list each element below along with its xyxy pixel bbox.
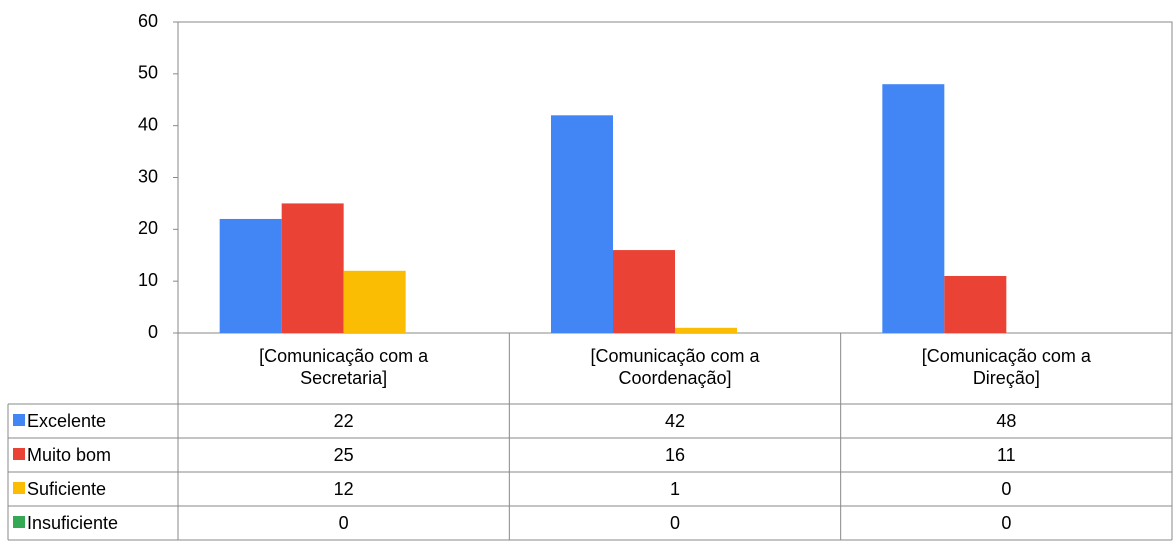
table-value: 16 [665, 445, 685, 465]
legend-swatch [13, 482, 25, 494]
table-value: 42 [665, 411, 685, 431]
y-tick-label: 50 [138, 63, 158, 83]
table-value: 22 [334, 411, 354, 431]
bar [551, 115, 613, 333]
y-tick-label: 30 [138, 166, 158, 186]
legend-label: Excelente [27, 411, 106, 431]
table-value: 48 [996, 411, 1016, 431]
x-tick-label: [Comunicação com a Secretaria] [259, 346, 429, 388]
legend-label: Insuficiente [27, 513, 118, 533]
legend-label: Muito bom [27, 445, 111, 465]
bar [882, 84, 945, 333]
table-value: 11 [997, 445, 1016, 465]
y-tick-label: 0 [148, 322, 158, 342]
y-tick-label: 20 [138, 218, 158, 238]
table-value: 0 [1001, 479, 1011, 499]
table-value: 0 [1001, 513, 1011, 533]
legend-swatch [13, 516, 25, 528]
table-value: 1 [670, 479, 680, 499]
legend-swatch [13, 414, 25, 426]
bar [219, 218, 282, 333]
table-value: 0 [339, 513, 349, 533]
bar [613, 250, 675, 333]
bar [675, 327, 737, 333]
legend-label: Suficiente [27, 479, 106, 499]
y-tick-label: 40 [138, 114, 158, 134]
table-value: 0 [670, 513, 680, 533]
y-tick-label: 60 [138, 11, 158, 31]
bar [343, 270, 406, 333]
table-value: 25 [334, 445, 354, 465]
table-value: 12 [334, 479, 354, 499]
y-tick-label: 10 [138, 270, 158, 290]
legend-swatch [13, 448, 25, 460]
bar [281, 203, 344, 333]
x-tick-label: [Comunicação com a Direção] [921, 346, 1091, 388]
x-tick-label: [Comunicação com a Coordenação] [590, 346, 760, 388]
bar [944, 275, 1007, 333]
